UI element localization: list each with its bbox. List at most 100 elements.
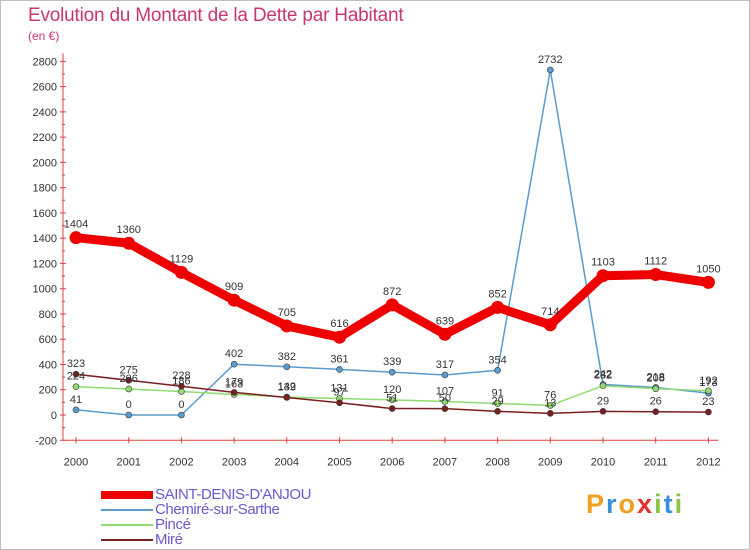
data-label: 208 [647, 373, 665, 385]
data-label: 242 [594, 368, 612, 380]
data-point [280, 319, 294, 333]
logo-letter: x [637, 489, 655, 519]
data-label: 120 [383, 384, 401, 396]
data-point [122, 236, 136, 250]
data-point [599, 408, 607, 415]
legend-item: SAINT-DENIS-D'ANJOU [101, 486, 312, 503]
x-tick-label: 2009 [538, 456, 562, 468]
data-point [705, 387, 712, 395]
data-label: 354 [488, 354, 506, 366]
data-label: 1103 [591, 257, 615, 269]
data-label: 131 [330, 382, 348, 394]
y-tick-label: 2000 [33, 157, 57, 169]
data-label: 224 [67, 371, 85, 383]
data-point [69, 231, 83, 245]
data-point [174, 265, 188, 279]
data-label: 142 [278, 381, 296, 393]
data-point [227, 293, 241, 307]
data-point [652, 385, 660, 393]
chart-unit-label: (en €) [28, 29, 60, 43]
data-label: 317 [436, 359, 454, 371]
data-point [491, 300, 505, 314]
data-point [72, 406, 80, 414]
data-point [649, 268, 663, 282]
data-point [125, 411, 132, 419]
y-tick-label: 1200 [33, 258, 57, 270]
y-tick-label: 400 [39, 359, 57, 371]
data-label: 107 [436, 385, 454, 397]
data-label: 26 [650, 396, 662, 408]
data-label: 1360 [116, 224, 140, 236]
x-tick-label: 2004 [275, 456, 299, 468]
data-point [333, 330, 346, 344]
data-label: 192 [699, 375, 717, 387]
y-tick-label: 0 [51, 410, 57, 422]
legend-swatch [101, 523, 153, 526]
data-point [546, 410, 554, 417]
x-tick-label: 2005 [327, 456, 351, 468]
data-point [441, 371, 449, 379]
y-tick-label: 2400 [33, 107, 57, 119]
data-point [336, 366, 343, 373]
x-tick-label: 2006 [380, 456, 404, 468]
x-tick-label: 2008 [485, 456, 509, 468]
data-point [441, 405, 449, 412]
chart-title: Evolution du Montant de la Dette par Hab… [28, 5, 404, 26]
x-tick-label: 2000 [64, 456, 88, 468]
data-point [705, 408, 712, 416]
data-label: 639 [436, 315, 454, 327]
y-tick-label: -200 [35, 435, 57, 447]
y-tick-label: 2600 [33, 82, 57, 94]
data-point [494, 408, 501, 415]
data-label: 41 [70, 394, 82, 406]
data-point [178, 382, 185, 390]
legend-label: SAINT-DENIS-D'ANJOU [155, 486, 312, 503]
data-label: 206 [120, 373, 138, 385]
y-tick-label: 800 [39, 309, 57, 321]
data-label: 361 [330, 353, 348, 365]
y-tick-label: 2800 [33, 56, 57, 68]
data-point [72, 370, 80, 378]
data-label: 163 [225, 378, 243, 390]
x-tick-label: 2011 [644, 456, 668, 468]
legend-item: Miré [101, 532, 311, 547]
data-label: 382 [278, 351, 296, 363]
data-label: 402 [225, 348, 243, 360]
legend-label: Miré [155, 531, 183, 548]
data-label: 91 [491, 388, 503, 400]
data-label: 232 [594, 370, 612, 382]
legend-label: Pincé [155, 516, 191, 533]
legend-swatch [101, 490, 153, 499]
data-point [599, 382, 607, 389]
x-tick-label: 2002 [169, 456, 193, 468]
data-point [388, 368, 396, 376]
data-point [652, 408, 660, 416]
data-label: 50 [439, 393, 451, 405]
logo-letter: t [663, 489, 675, 519]
proxiti-logo: Proxiti [586, 489, 684, 520]
logo-letter: i [654, 489, 664, 519]
data-point [494, 400, 501, 407]
data-point [125, 376, 132, 384]
data-label: 29 [597, 395, 609, 407]
data-label: 1129 [170, 253, 194, 265]
data-point [494, 366, 501, 374]
data-label: 173 [699, 377, 717, 389]
data-label: 852 [488, 288, 506, 300]
logo-letter: r [606, 489, 619, 519]
y-tick-label: 1400 [33, 233, 57, 245]
data-point [125, 385, 132, 393]
data-label: 97 [333, 387, 345, 399]
data-label: 872 [383, 286, 401, 298]
data-label: 909 [225, 281, 243, 293]
data-label: 0 [178, 399, 184, 411]
data-label: 0 [126, 399, 132, 411]
logo-letter: i [674, 489, 685, 519]
data-point [385, 298, 399, 312]
data-label: 2732 [538, 54, 562, 66]
legend-swatch [101, 508, 153, 511]
data-point [701, 275, 715, 289]
data-label: 339 [383, 356, 401, 368]
data-point [230, 389, 238, 396]
